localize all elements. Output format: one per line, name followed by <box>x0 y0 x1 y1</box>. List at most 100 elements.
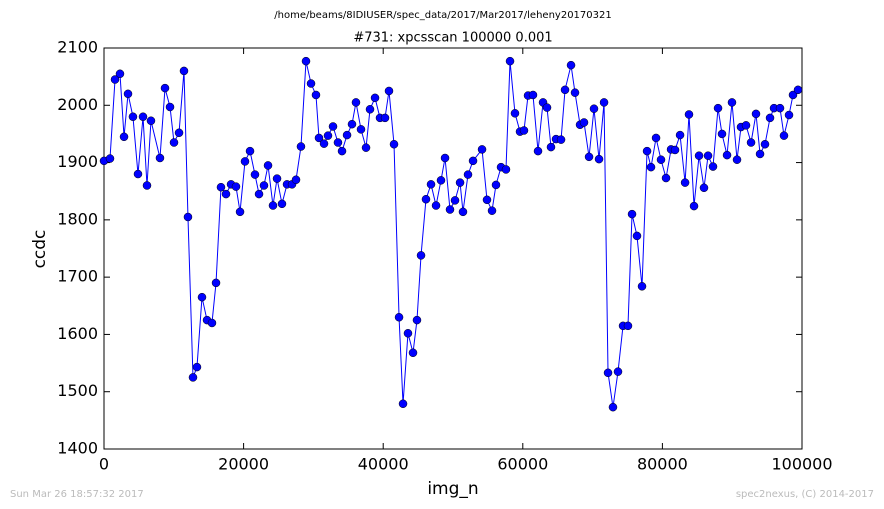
data-point <box>579 118 589 127</box>
data-point <box>268 201 278 210</box>
data-point <box>323 131 333 140</box>
data-point <box>487 206 497 215</box>
data-point <box>751 109 761 119</box>
data-point <box>637 282 647 291</box>
footer-left: Sun Mar 26 18:57:32 2017 <box>10 489 144 500</box>
data-point <box>235 207 245 217</box>
data-point <box>138 112 148 121</box>
data-point <box>510 109 520 118</box>
data-point <box>259 181 269 190</box>
data-point <box>680 178 690 187</box>
data-point <box>306 79 316 88</box>
data-point <box>703 151 713 160</box>
data-point <box>192 362 202 372</box>
data-point <box>254 189 264 199</box>
data-point <box>477 145 487 154</box>
data-point <box>370 93 380 103</box>
data-point <box>779 131 789 140</box>
data-point <box>188 373 198 382</box>
data-point <box>519 126 529 135</box>
data-point <box>608 402 618 412</box>
data-point <box>732 155 742 164</box>
data-point <box>440 153 450 163</box>
y-tick-label: 2100 <box>57 38 98 57</box>
data-point <box>133 169 143 179</box>
data-point <box>221 189 231 199</box>
data-point <box>183 212 193 222</box>
data-point <box>328 122 338 131</box>
data-point <box>421 194 431 204</box>
data-point <box>356 125 366 134</box>
data-point <box>394 312 404 322</box>
data-point <box>174 128 184 138</box>
data-point <box>505 56 515 66</box>
data-point <box>431 201 441 210</box>
data-point <box>380 113 390 123</box>
data-point <box>347 119 357 129</box>
data-point <box>760 139 770 149</box>
data-point <box>445 205 455 214</box>
data-point <box>123 89 133 99</box>
data-point <box>169 138 179 147</box>
data-line <box>103 61 799 408</box>
data-point <box>155 153 165 163</box>
data-point <box>699 183 709 193</box>
data-point <box>337 146 347 156</box>
data-point <box>675 130 685 140</box>
data-point <box>788 90 798 100</box>
data-point <box>670 145 680 155</box>
data-point <box>179 66 189 76</box>
y-tick-label: 1800 <box>57 209 98 228</box>
data-point <box>119 132 129 142</box>
data-point <box>642 146 652 156</box>
data-point <box>463 170 473 179</box>
data-point <box>570 88 580 97</box>
y-tick-label: 2000 <box>57 95 98 114</box>
data-point <box>211 278 221 288</box>
data-point <box>412 315 422 325</box>
x-tick-label: 20000 <box>218 455 269 474</box>
data-point <box>436 176 446 185</box>
data-point <box>533 146 543 156</box>
data-point <box>398 399 408 408</box>
data-point <box>708 162 718 171</box>
data-point <box>389 139 399 149</box>
data-point <box>277 199 287 209</box>
data-point <box>450 196 460 205</box>
data-point <box>528 90 538 100</box>
data-point <box>110 75 120 84</box>
x-axis-label: img_n <box>427 479 478 499</box>
data-point <box>542 103 552 112</box>
y-tick-label: 1600 <box>57 324 98 343</box>
data-point <box>755 149 765 159</box>
data-point <box>491 180 501 190</box>
data-point <box>301 56 311 66</box>
y-tick-label: 1700 <box>57 267 98 286</box>
data-point <box>684 110 694 119</box>
data-point <box>589 104 599 113</box>
data-point <box>263 161 273 170</box>
data-point <box>603 368 613 378</box>
data-point <box>165 102 175 112</box>
y-axis-label: ccdc <box>30 230 50 269</box>
data-point <box>455 178 465 187</box>
data-point <box>128 112 138 121</box>
data-point <box>245 146 255 156</box>
chart-title: #731: xpcsscan 100000 0.001 <box>353 31 552 46</box>
x-tick-label: 100000 <box>771 455 832 474</box>
footer-right: spec2nexus, (C) 2014-2017 <box>736 489 874 500</box>
y-tick-label: 1400 <box>57 439 98 458</box>
data-point <box>560 85 570 95</box>
data-point <box>727 98 737 107</box>
data-point <box>365 105 375 114</box>
suptitle: /home/beams/8IDIUSER/spec_data/2017/Mar2… <box>274 10 611 21</box>
data-point <box>333 138 343 147</box>
data-point <box>160 83 170 93</box>
data-point <box>784 110 794 120</box>
data-point <box>351 98 361 107</box>
x-tick-label: 0 <box>99 455 109 474</box>
data-point <box>314 133 324 143</box>
data-point <box>468 156 478 166</box>
data-point <box>482 195 492 205</box>
